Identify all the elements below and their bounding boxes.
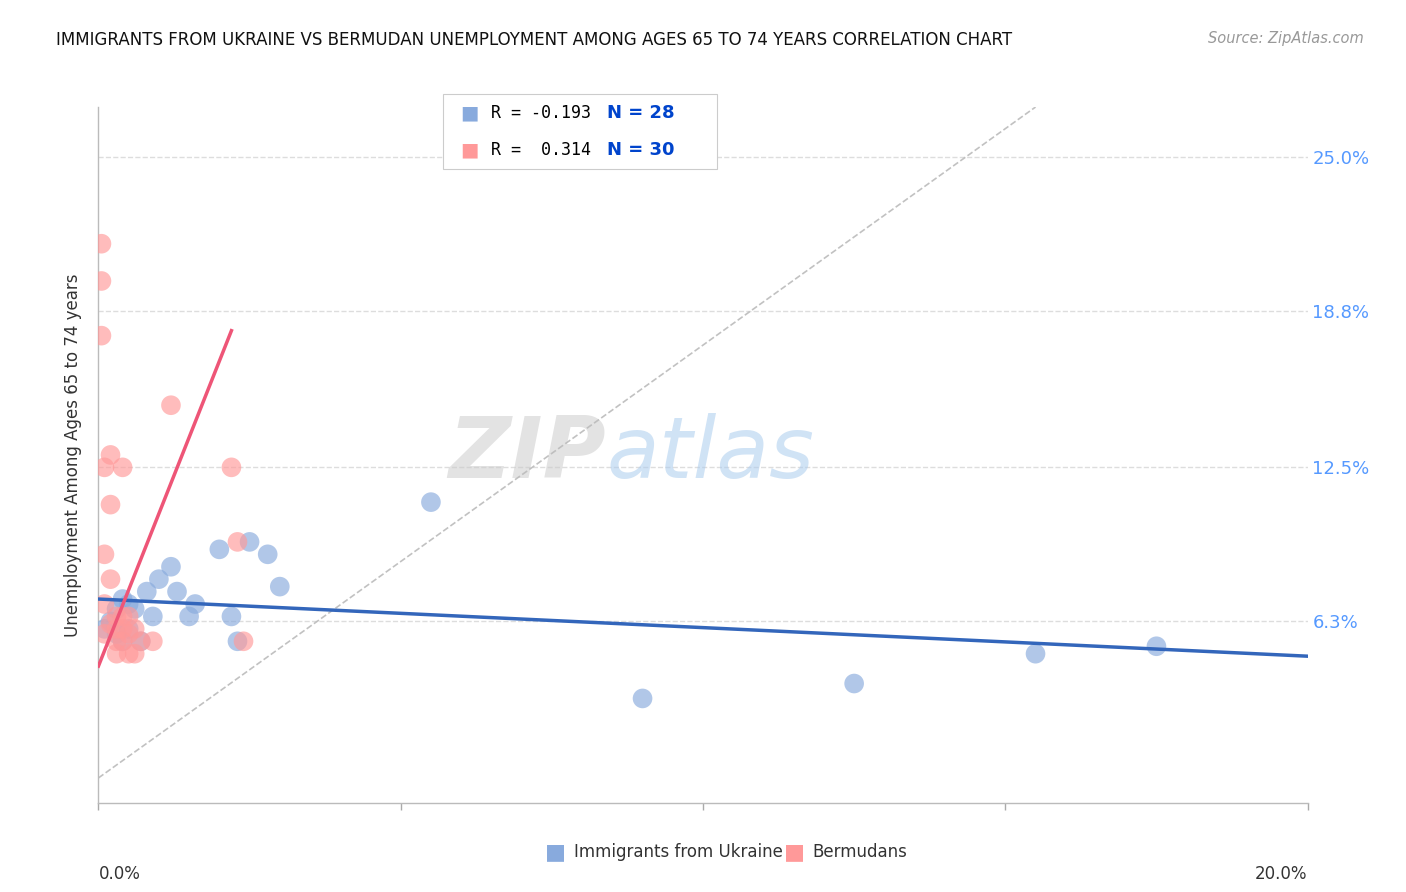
Point <box>100 498 122 512</box>
Text: ZIP: ZIP <box>449 413 606 497</box>
Point <box>100 448 122 462</box>
Point <box>142 634 165 648</box>
Point <box>90 274 112 288</box>
Point <box>93 622 115 636</box>
Y-axis label: Unemployment Among Ages 65 to 74 years: Unemployment Among Ages 65 to 74 years <box>65 273 83 637</box>
Point <box>160 559 183 574</box>
Point <box>269 580 291 594</box>
Point <box>148 572 170 586</box>
Point <box>160 398 183 412</box>
Point <box>184 597 207 611</box>
Text: R = -0.193: R = -0.193 <box>491 104 591 122</box>
Point <box>100 572 122 586</box>
Point <box>105 634 128 648</box>
Text: IMMIGRANTS FROM UKRAINE VS BERMUDAN UNEMPLOYMENT AMONG AGES 65 TO 74 YEARS CORRE: IMMIGRANTS FROM UKRAINE VS BERMUDAN UNEM… <box>56 31 1012 49</box>
Point <box>124 622 146 636</box>
Text: Source: ZipAtlas.com: Source: ZipAtlas.com <box>1208 31 1364 46</box>
Point <box>93 460 115 475</box>
Point <box>221 460 243 475</box>
Point <box>420 495 443 509</box>
Point <box>105 627 128 641</box>
Point <box>90 236 112 251</box>
Point <box>1024 647 1046 661</box>
Text: 0.0%: 0.0% <box>98 865 141 883</box>
Point <box>93 597 115 611</box>
Point <box>124 602 146 616</box>
Point <box>111 634 134 648</box>
Point <box>221 609 243 624</box>
Point <box>111 622 134 636</box>
Point <box>129 634 152 648</box>
Point <box>111 609 134 624</box>
Point <box>631 691 654 706</box>
Point <box>118 627 141 641</box>
Text: ■: ■ <box>460 140 478 160</box>
Text: atlas: atlas <box>606 413 814 497</box>
Point <box>1144 639 1167 653</box>
Point <box>239 534 262 549</box>
Point <box>129 634 152 648</box>
Text: N = 30: N = 30 <box>607 141 675 159</box>
Point <box>208 542 231 557</box>
Point <box>118 622 141 636</box>
Text: N = 28: N = 28 <box>607 104 675 122</box>
Point <box>105 602 128 616</box>
Text: 20.0%: 20.0% <box>1256 865 1308 883</box>
Point <box>256 547 278 561</box>
Point <box>105 647 128 661</box>
Point <box>118 609 141 624</box>
Point <box>226 634 249 648</box>
Point <box>118 597 141 611</box>
Text: ■: ■ <box>546 842 565 862</box>
Point <box>100 615 122 629</box>
Text: ■: ■ <box>460 103 478 123</box>
Point <box>118 647 141 661</box>
Text: Immigrants from Ukraine: Immigrants from Ukraine <box>574 843 783 861</box>
Text: Bermudans: Bermudans <box>813 843 907 861</box>
Point <box>100 616 122 631</box>
Point <box>111 634 134 648</box>
Point <box>226 534 249 549</box>
Point <box>90 328 112 343</box>
Point <box>105 622 128 636</box>
Point <box>179 609 201 624</box>
Point <box>232 634 254 648</box>
Point <box>111 592 134 607</box>
Point <box>105 609 128 624</box>
Point <box>166 584 188 599</box>
Point <box>93 627 115 641</box>
Point <box>135 584 157 599</box>
Point <box>142 609 165 624</box>
Text: R =  0.314: R = 0.314 <box>491 141 591 159</box>
Point <box>124 647 146 661</box>
Point <box>111 460 134 475</box>
Point <box>844 676 866 690</box>
Text: ■: ■ <box>785 842 804 862</box>
Point <box>93 547 115 561</box>
